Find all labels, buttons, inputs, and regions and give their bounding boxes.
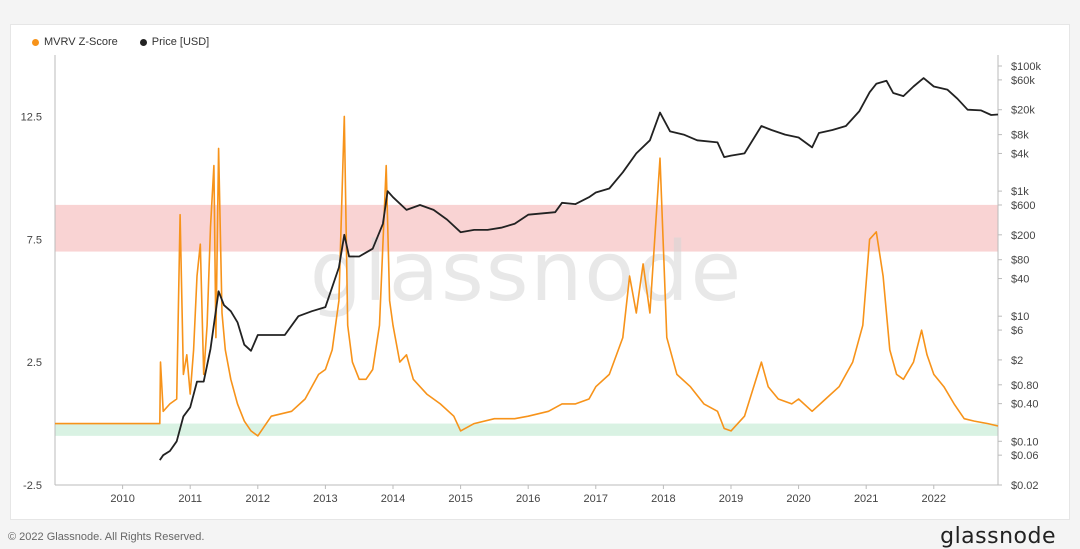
band-0 [55, 204, 998, 252]
chart-panel [10, 24, 1070, 520]
x-tick-label-2010: 2010 [110, 493, 134, 505]
right-tick-label-6: $6 [1011, 325, 1023, 337]
legend-item-mvrv[interactable]: MVRV Z-Score [32, 36, 118, 48]
x-tick-label-2013: 2013 [313, 493, 337, 505]
x-tick-label-2022: 2022 [922, 493, 946, 505]
right-tick-label-7: $10 [1011, 311, 1029, 323]
x-tick-label-2018: 2018 [651, 493, 675, 505]
x-tick-label-2020: 2020 [786, 493, 810, 505]
legend-item-price[interactable]: Price [USD] [139, 36, 210, 48]
right-tick-label-13: $4k [1011, 148, 1029, 160]
right-tick-label-14: $8k [1011, 130, 1029, 142]
right-tick-label-16: $60k [1011, 75, 1035, 87]
copyright-text: © 2022 Glassnode. All Rights Reserved. [8, 531, 205, 543]
right-tick-label-1: $0.06 [1011, 450, 1039, 462]
watermark-text: glassnode [310, 225, 743, 320]
x-tick-label-2011: 2011 [178, 493, 202, 505]
series-line-mvrv [55, 115, 999, 437]
x-tick-label-2016: 2016 [516, 493, 540, 505]
right-tick-label-2: $0.10 [1011, 436, 1039, 448]
legend-dot-mvrv [32, 38, 39, 46]
right-tick-label-12: $1k [1011, 186, 1029, 198]
right-tick-label-17: $100k [1011, 61, 1041, 73]
right-tick-label-5: $2 [1011, 355, 1023, 367]
right-tick-label-0: $0.02 [1011, 480, 1039, 492]
x-tick-label-2014: 2014 [381, 493, 405, 505]
right-tick-label-8: $40 [1011, 274, 1029, 286]
right-tick-label-10: $200 [1011, 230, 1035, 242]
left-tick-label-3: 12.5 [21, 111, 42, 123]
right-tick-label-4: $0.80 [1011, 380, 1039, 392]
right-tick-label-3: $0.40 [1011, 399, 1039, 411]
left-tick-label-0: -2.5 [23, 480, 42, 492]
brand-logo: glassnode [940, 524, 1056, 549]
right-tick-label-15: $20k [1011, 105, 1035, 117]
x-tick-label-2021: 2021 [854, 493, 878, 505]
left-tick-label-2: 7.5 [27, 234, 42, 246]
legend-label-mvrv: MVRV Z-Score [44, 36, 118, 48]
x-tick-label-2019: 2019 [719, 493, 743, 505]
right-tick-label-11: $600 [1011, 200, 1035, 212]
x-tick-label-2017: 2017 [584, 493, 608, 505]
legend-dot-price [139, 38, 147, 46]
legend-label-price: Price [USD] [151, 36, 210, 48]
band-1 [55, 423, 998, 436]
legend: MVRV Z-Score Price [USD] [32, 36, 209, 48]
series-line-price [159, 77, 999, 461]
right-tick-label-9: $80 [1011, 255, 1029, 267]
x-tick-label-2015: 2015 [448, 493, 472, 505]
left-tick-label-1: 2.5 [27, 357, 42, 369]
x-tick-label-2012: 2012 [246, 493, 270, 505]
